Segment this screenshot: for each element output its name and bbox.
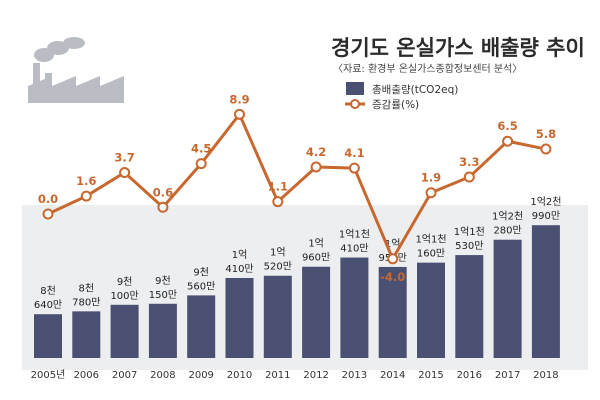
line-value-label: 4.2 [306,145,326,159]
bar-value-label: 8천 [79,282,95,294]
bar-value-label: 9천 [193,266,209,278]
bar [34,314,62,358]
line-point [195,158,207,170]
bar-value-label: 9천 [117,276,133,288]
x-tick-label: 2015 [418,370,443,381]
x-tick-label: 2014 [380,370,405,381]
bar-value-label: 1억 [270,247,286,259]
x-tick-label: 2017 [495,370,520,381]
bar [493,239,522,358]
bar-value-label: 990만 [532,210,560,222]
bar-value-label: 640만 [34,299,62,311]
bar-value-label: 1억2천 [530,196,561,208]
line-value-label: 8.9 [229,92,249,106]
bar-value-label: 1억1천 [415,234,446,246]
line-point [42,208,54,220]
legend-line-label: 증감률(%) [372,99,419,111]
line-value-label: 1.6 [76,174,96,188]
bar [110,304,139,358]
line-value-label: 1.9 [421,171,441,185]
line-point [119,167,131,179]
line-series: 0.0 1.6 3.7 0.6 4.5 8.9 1.1 4.2 4.1 -4.0 1.9 3.3 6.5… [38,92,556,283]
bar-value-label: 1억2천 [492,211,523,223]
line-point [348,162,360,174]
line-point [310,161,322,173]
line-value-label: 4.5 [191,142,211,156]
x-tick-label: 2009 [188,370,213,381]
legend-bar-label: 총배출량(tCO2eq) [372,84,458,96]
factory-icon [28,37,124,103]
legend: 총배출량(tCO2eq) 증감률(%) [345,82,458,111]
bar-series: 8천 640만 8천 780만 9천 100만 9천 150만 9천 560만 1억 410만 1억 52… [34,196,561,358]
bar [531,225,560,358]
bar-value-label: 560만 [187,280,215,292]
line-point [502,135,514,147]
bar-value-label: 520만 [264,261,292,273]
line-point [80,190,92,202]
line-value-label: 4.1 [344,146,364,160]
x-tick-label: 2008 [150,370,175,381]
x-tick-label: 2007 [112,370,137,381]
bar-value-label: 780만 [72,296,100,308]
x-axis-labels: 2005년 2006 2007 2008 2009 2010 2011 2012 2013 201… [31,369,559,381]
line-value-label: 0.6 [153,185,173,199]
bar [263,275,292,358]
line-point [387,253,399,265]
bar-value-label: 410만 [340,243,368,255]
bar-value-label: 960만 [302,252,330,264]
bar-value-label: 530만 [455,240,483,252]
line-point [425,187,437,199]
x-tick-label: 2016 [457,370,482,381]
bar-value-label: 1억1천 [339,229,370,241]
line-point [463,171,475,183]
line-path [47,112,547,261]
line-point [234,108,245,120]
line-value-label: -4.0 [380,270,405,284]
bar-value-label: 160만 [417,248,445,260]
chart-title: 경기도 온실가스 배출량 추이 [331,36,585,60]
line-point [272,196,284,208]
bar [148,303,177,358]
x-tick-label: 2005년 [31,369,66,381]
line-point [540,143,552,155]
bar [378,266,407,358]
legend-line-marker [350,99,360,109]
bar-value-label: 410만 [225,263,253,275]
x-tick-label: 2011 [265,370,290,381]
line-value-label: 5.8 [536,127,556,141]
bar-value-label: 100만 [110,290,138,302]
bar-value-label: 1억 [232,249,248,261]
bar [455,255,484,358]
bar [417,262,445,358]
bar-value-label: 280만 [493,225,521,237]
bar [340,257,369,358]
bar-value-label: 150만 [149,289,177,301]
line-value-label: 6.5 [497,119,517,133]
bar-value-label: 9천 [155,275,171,287]
line-point [157,201,169,213]
bar-value-label: 1억1천 [454,226,485,238]
line-value-label: 1.1 [268,180,288,194]
legend-bar-swatch [346,82,364,95]
line-value-label: 0.0 [38,192,58,206]
x-tick-label: 2018 [533,370,558,381]
x-tick-label: 2013 [342,370,367,381]
bar [225,277,254,358]
line-value-label: 3.3 [459,155,479,169]
bar-value-label: 1억 [308,238,324,250]
source-note: 〈자료: 환경부 온실가스종합정보센터 분석〉 [333,62,522,75]
x-tick-label: 2012 [303,370,328,381]
bar [302,266,331,358]
x-tick-label: 2006 [74,370,99,381]
bar [187,295,216,358]
bar [72,311,101,358]
x-tick-label: 2010 [227,370,252,381]
bar-value-label: 8천 [40,285,56,297]
line-value-label: 3.7 [114,151,134,165]
